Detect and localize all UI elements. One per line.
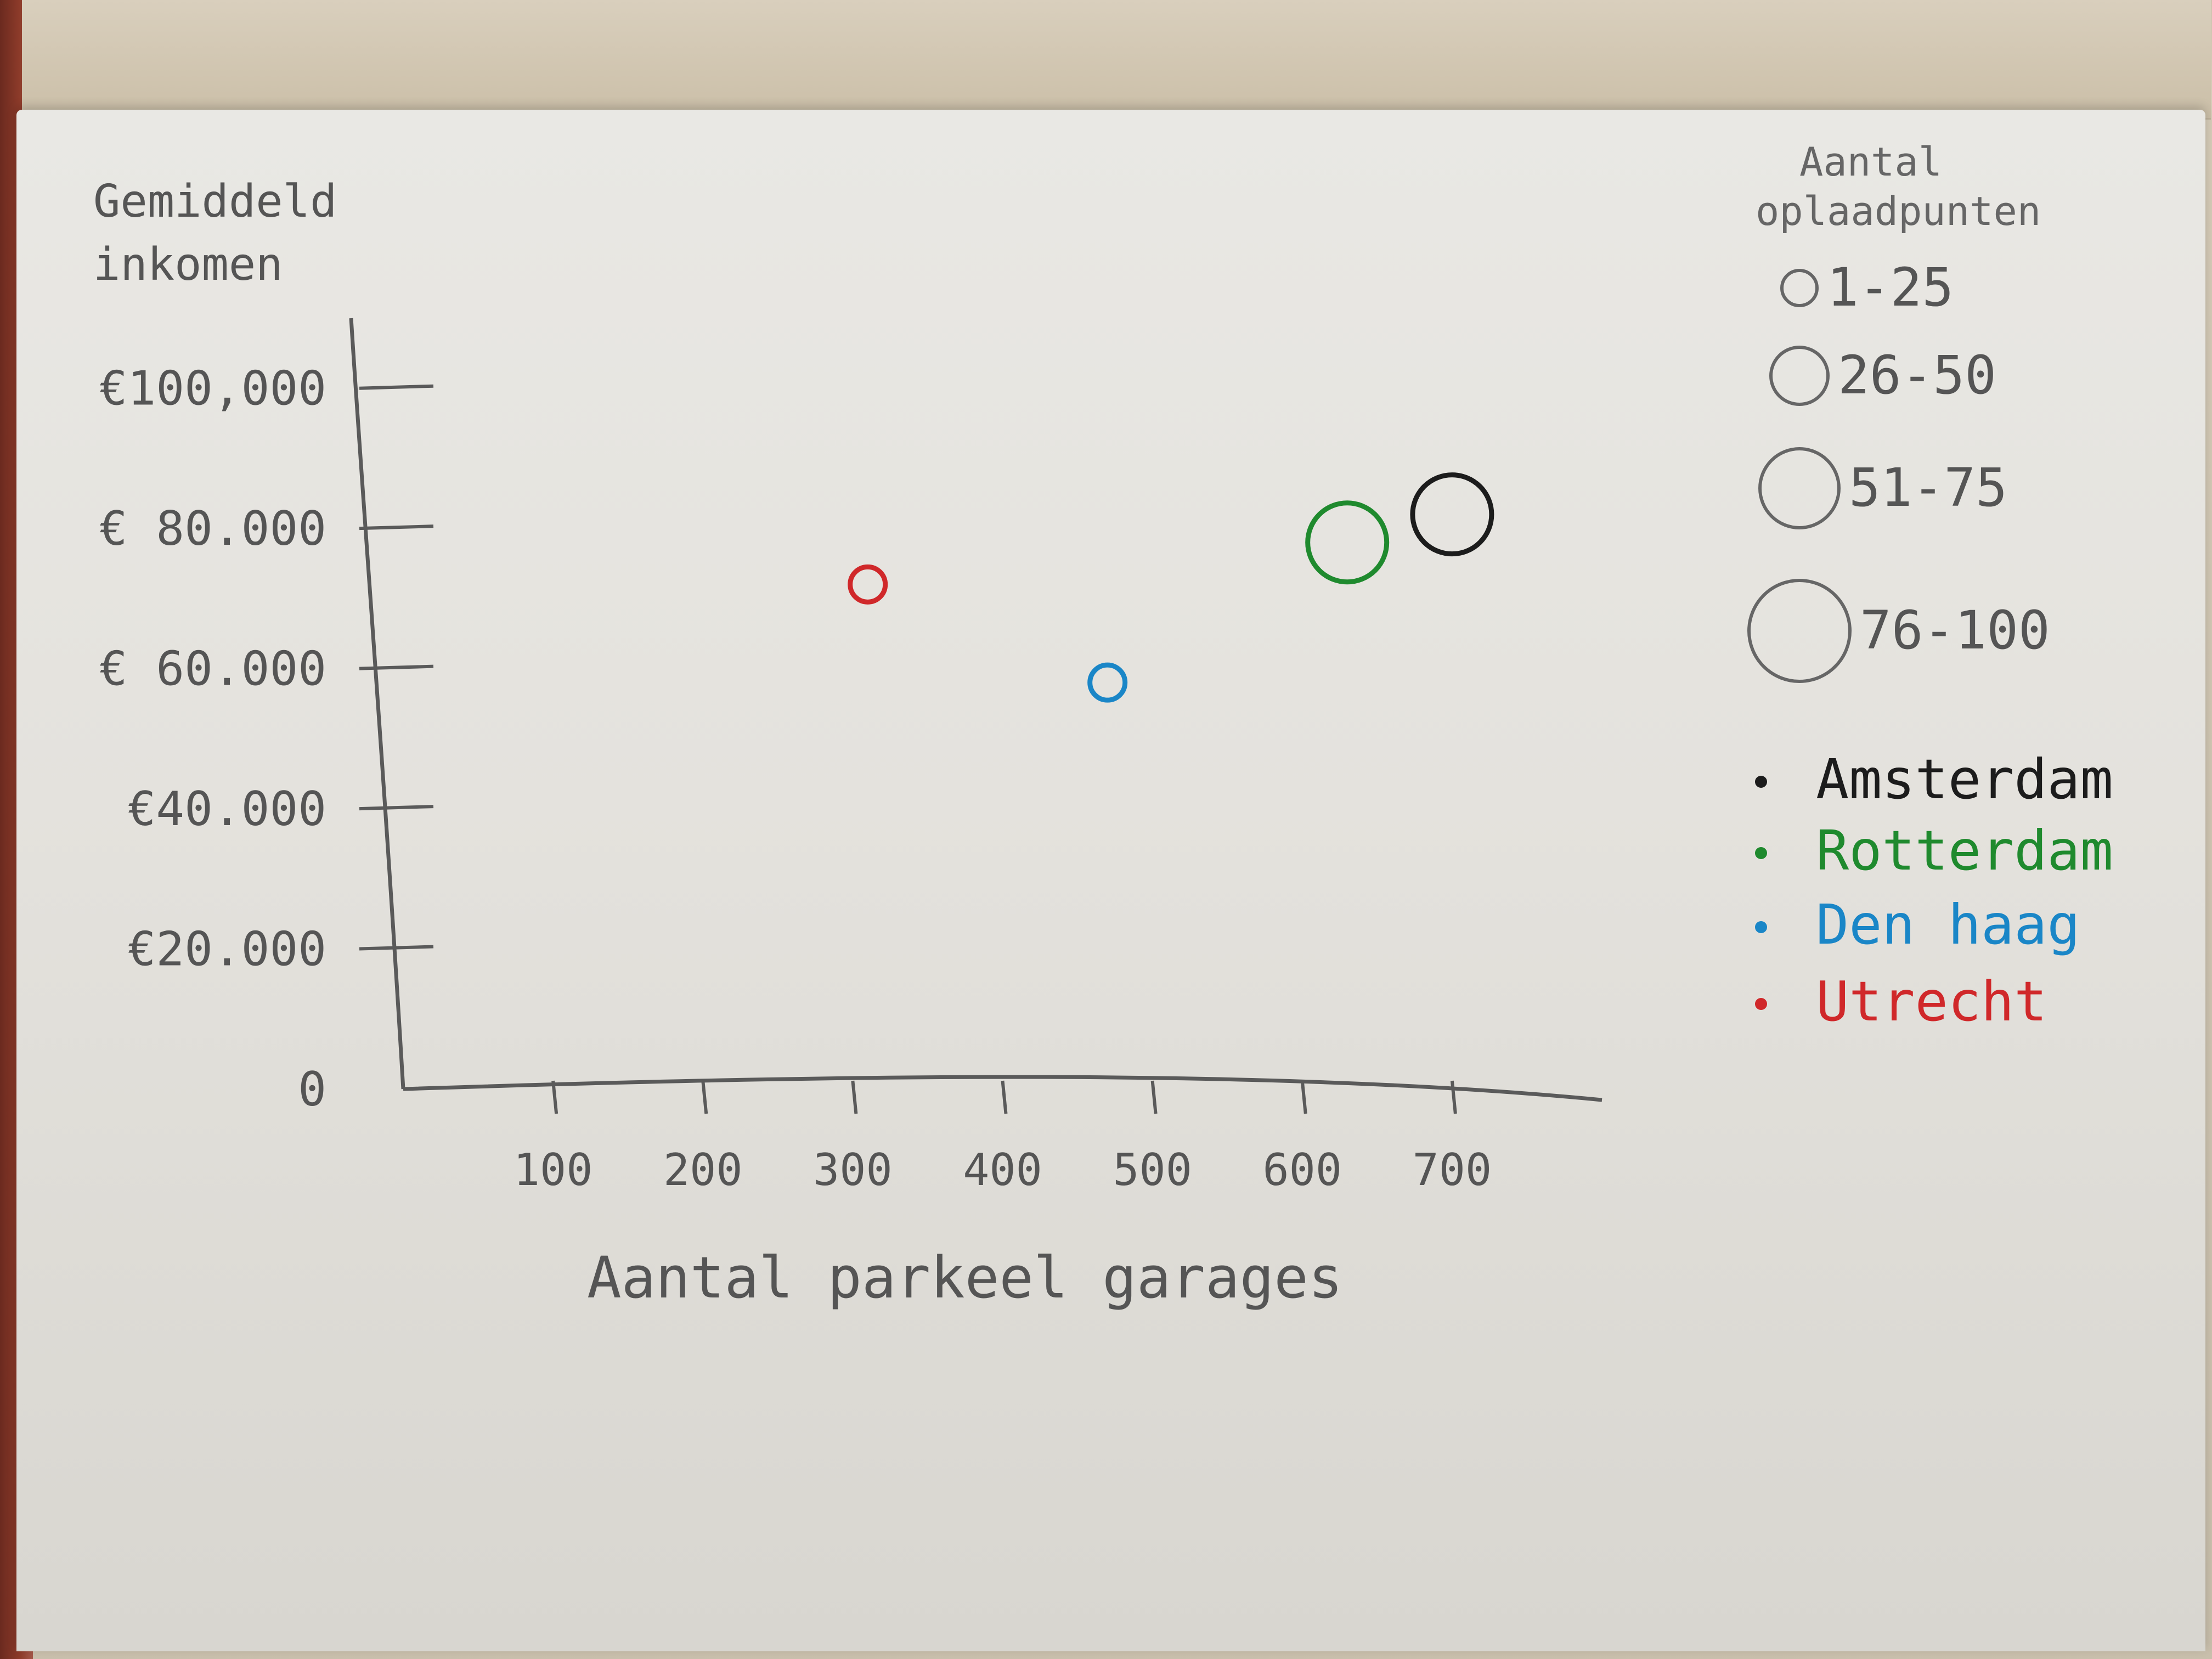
axis-ticks: 100 200 300 400 500 600 700 0 €20.000 €40.000 € 60… xyxy=(99,362,1492,1195)
y-tick-label: €40.000 xyxy=(128,782,326,837)
paper-sheet xyxy=(16,110,2205,1651)
y-tick-mark xyxy=(359,384,434,390)
color-legend-label: Den haag xyxy=(1816,893,2080,957)
size-legend-marker xyxy=(1758,447,1841,529)
color-legend-label: Utrecht xyxy=(1816,969,2047,1034)
y-tick-mark xyxy=(359,524,434,531)
x-tick-label: 100 xyxy=(514,1144,593,1195)
x-tick-label: 400 xyxy=(963,1144,1042,1195)
color-legend-label: Amsterdam xyxy=(1816,747,2113,811)
x-tick-mark xyxy=(1300,1080,1307,1114)
size-legend-title-line2: oplaadpunten xyxy=(1756,188,2041,234)
y-tick-label: € 80.000 xyxy=(99,501,326,556)
size-legend-marker xyxy=(1780,269,1819,307)
data-point xyxy=(1305,500,1390,585)
color-legend-dot xyxy=(1755,998,1767,1010)
x-tick-mark xyxy=(851,1080,858,1114)
size-legend-label: 76-100 xyxy=(1860,600,2050,661)
color-legend-label: Rotterdam xyxy=(1816,819,2113,883)
x-tick-label: 600 xyxy=(1263,1144,1342,1195)
data-point xyxy=(1087,662,1128,703)
x-tick-label: 500 xyxy=(1113,1144,1192,1195)
size-legend-marker xyxy=(1769,346,1830,406)
size-legend: 1-25 26-50 51-75 76-100 xyxy=(1747,257,2050,683)
size-legend-label: 51-75 xyxy=(1849,457,2007,518)
y-axis xyxy=(349,318,405,1090)
data-point xyxy=(848,564,888,605)
x-tick-mark xyxy=(551,1080,558,1114)
size-legend-title-line1: Aantal xyxy=(1799,139,1942,185)
x-tick-label: 700 xyxy=(1413,1144,1492,1195)
data-points xyxy=(848,472,1494,703)
x-axis-title: Aantal parkeel garages xyxy=(587,1244,1343,1311)
y-tick-label: €20.000 xyxy=(128,922,326,977)
y-tick-mark xyxy=(359,805,434,811)
x-tick-label: 200 xyxy=(663,1144,743,1195)
color-legend: Amsterdam Rotterdam Den haag Utrecht xyxy=(1755,747,2113,1034)
y-tick-mark xyxy=(359,945,434,951)
x-tick-mark xyxy=(1001,1080,1008,1114)
x-tick-mark xyxy=(701,1080,708,1114)
size-legend-marker xyxy=(1747,579,1852,683)
color-legend-dot xyxy=(1755,776,1767,788)
previous-page xyxy=(22,0,2211,120)
x-tick-label: 300 xyxy=(813,1144,893,1195)
color-legend-dot xyxy=(1755,847,1767,859)
y-tick-label: €100,000 xyxy=(99,362,326,416)
y-tick-label: 0 xyxy=(298,1062,326,1117)
y-axis-title-line2: inkomen xyxy=(93,239,283,291)
size-legend-label: 1-25 xyxy=(1827,257,1954,318)
size-legend-label: 26-50 xyxy=(1838,345,1996,406)
y-tick-mark xyxy=(359,664,434,670)
y-axis-title-line1: Gemiddeld xyxy=(93,176,337,228)
data-point xyxy=(1410,472,1494,557)
x-axis xyxy=(403,1075,1602,1102)
x-tick-mark xyxy=(1150,1080,1158,1114)
color-legend-dot xyxy=(1755,921,1767,933)
y-tick-label: € 60.000 xyxy=(99,642,326,697)
x-tick-mark xyxy=(1450,1080,1457,1114)
